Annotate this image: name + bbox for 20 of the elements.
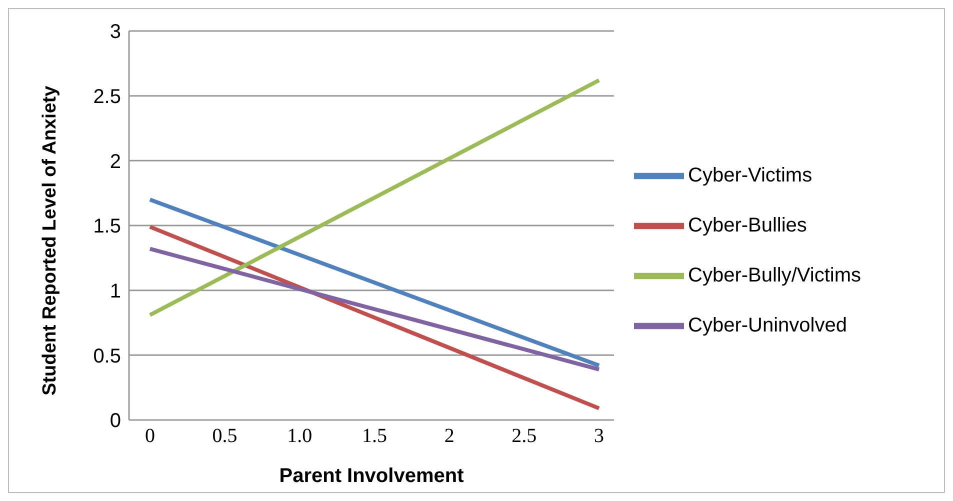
x-tick-label: 0 [144, 425, 155, 448]
y-tick-label: 2 [110, 150, 121, 173]
y-tick-label: 1.5 [93, 216, 121, 238]
legend-label: Cyber-Bullies [688, 214, 807, 236]
x-tick-label: 0.5 [212, 425, 238, 448]
legend-label: Cyber-Victims [688, 164, 812, 186]
y-tick-label: 3 [110, 21, 121, 44]
legend-label: Cyber-Bully/Victims [688, 264, 861, 286]
x-tick-label: 3 [594, 425, 604, 448]
y-tick-label: 2.5 [93, 86, 121, 108]
x-tick-label: 2 [444, 425, 454, 448]
x-tick-label: 1.0 [287, 425, 312, 448]
x-tick-label: 1.5 [362, 425, 387, 448]
y-axis-title: Student Reported Level of Anxiety [40, 85, 61, 396]
x-axis-title: Parent Involvement [279, 465, 464, 487]
y-tick-label: 0.5 [93, 345, 121, 368]
legend-label: Cyber-Uninvolved [688, 314, 847, 336]
y-tick-label: 0 [110, 410, 121, 432]
x-tick-label: 2.5 [512, 425, 537, 448]
y-tick-label: 1 [110, 280, 121, 302]
